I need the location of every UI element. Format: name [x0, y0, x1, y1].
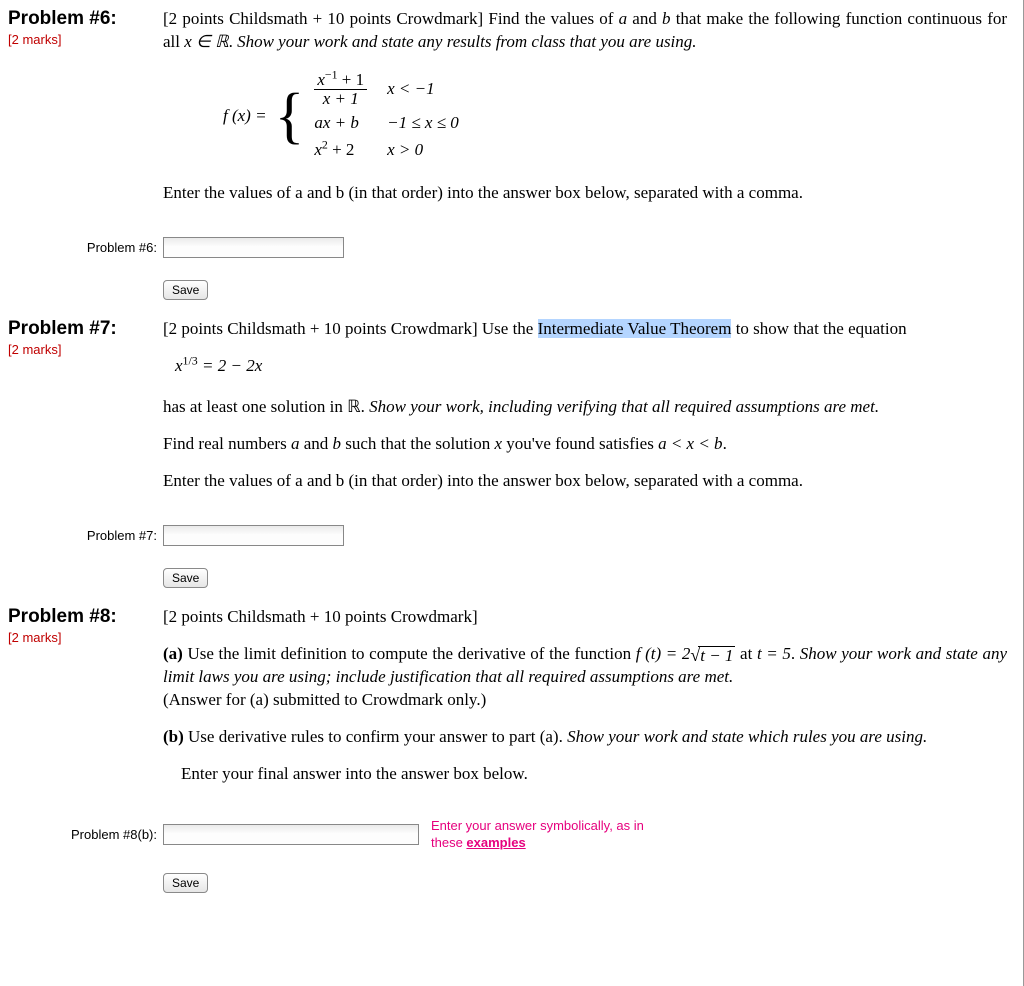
problem-6-left: Problem #6: [2 marks]	[8, 8, 163, 47]
problem-7-intro: [2 points Childsmath + 10 points Crowdma…	[163, 318, 1007, 341]
problem-8: Problem #8: [2 marks] [2 points Childsma…	[8, 606, 1007, 893]
problem-7-equation: x1/3 = 2 − 2x	[175, 355, 1007, 378]
problem-6-marks: [2 marks]	[8, 32, 163, 47]
problem-8-header: Problem #8: [2 marks] [2 points Childsma…	[8, 606, 1007, 800]
fraction: x−1 + 1 x + 1	[314, 71, 367, 108]
problem-6-body: [2 points Childsmath + 10 points Crowdma…	[163, 8, 1007, 219]
problem-8-answer-row: Problem #8(b): Enter your answer symboli…	[8, 818, 1007, 852]
piecewise-function: f (x) = { x−1 + 1 x + 1 x < −1 ax + b	[223, 68, 1007, 165]
symbolic-entry-hint: Enter your answer symbolically, as in th…	[431, 818, 651, 852]
problem-7-save-row: Save	[163, 568, 1007, 588]
problem-6-answer-row: Problem #6:	[8, 237, 1007, 258]
problem-8-save-row: Save	[163, 873, 1007, 893]
problem-8-b-instruction: Enter your final answer into the answer …	[181, 763, 1007, 786]
problem-8-part-b: (b) Use derivative rules to confirm your…	[163, 726, 1007, 749]
problem-8-intro: [2 points Childsmath + 10 points Crowdma…	[163, 606, 1007, 629]
piecewise-row-3: x2 + 2 x > 0	[310, 138, 472, 163]
problem-7-line3: Find real numbers a and b such that the …	[163, 433, 1007, 456]
problem-8-body: [2 points Childsmath + 10 points Crowdma…	[163, 606, 1007, 800]
problem-6-save-row: Save	[163, 280, 1007, 300]
problem-7-line2: has at least one solution in ℝ. Show you…	[163, 396, 1007, 419]
problem-8-left: Problem #8: [2 marks]	[8, 606, 163, 645]
problem-7-left: Problem #7: [2 marks]	[8, 318, 163, 357]
save-button[interactable]: Save	[163, 568, 208, 588]
problem-7-header: Problem #7: [2 marks] [2 points Childsma…	[8, 318, 1007, 507]
problem-7: Problem #7: [2 marks] [2 points Childsma…	[8, 318, 1007, 588]
problem-6-title: Problem #6:	[8, 8, 163, 30]
problem-8-answer-label: Problem #8(b):	[8, 827, 163, 842]
piecewise-row-2: ax + b −1 ≤ x ≤ 0	[310, 111, 472, 136]
problem-8-marks: [2 marks]	[8, 630, 163, 645]
problem-7-answer-row: Problem #7:	[8, 525, 1007, 546]
problem-8-answer-input[interactable]	[163, 824, 419, 845]
problem-8-title: Problem #8:	[8, 606, 163, 628]
problem-7-marks: [2 marks]	[8, 342, 163, 357]
problem-6-instruction: Enter the values of a and b (in that ord…	[163, 182, 1007, 205]
problem-6: Problem #6: [2 marks] [2 points Childsma…	[8, 8, 1007, 300]
highlighted-text: Intermediate Value Theorem	[538, 319, 732, 338]
sqrt-icon: √t − 1	[690, 646, 735, 664]
problem-7-answer-label: Problem #7:	[8, 528, 163, 543]
problem-6-header: Problem #6: [2 marks] [2 points Childsma…	[8, 8, 1007, 219]
examples-link[interactable]: examples	[466, 835, 525, 850]
problem-6-intro: [2 points Childsmath + 10 points Crowdma…	[163, 8, 1007, 54]
problem-6-answer-label: Problem #6:	[8, 240, 163, 255]
problem-6-answer-input[interactable]	[163, 237, 344, 258]
problem-8-part-a: (a) Use the limit definition to compute …	[163, 643, 1007, 712]
save-button[interactable]: Save	[163, 873, 208, 893]
brace-icon: {	[273, 89, 309, 143]
problem-7-instruction: Enter the values of a and b (in that ord…	[163, 470, 1007, 493]
piecewise-table: x−1 + 1 x + 1 x < −1 ax + b −1 ≤ x ≤ 0 x…	[308, 68, 474, 165]
problem-7-body: [2 points Childsmath + 10 points Crowdma…	[163, 318, 1007, 507]
piecewise-row-1: x−1 + 1 x + 1 x < −1	[310, 70, 472, 109]
save-button[interactable]: Save	[163, 280, 208, 300]
piecewise-lhs: f (x) =	[223, 105, 273, 128]
problem-7-title: Problem #7:	[8, 318, 163, 340]
problem-7-answer-input[interactable]	[163, 525, 344, 546]
